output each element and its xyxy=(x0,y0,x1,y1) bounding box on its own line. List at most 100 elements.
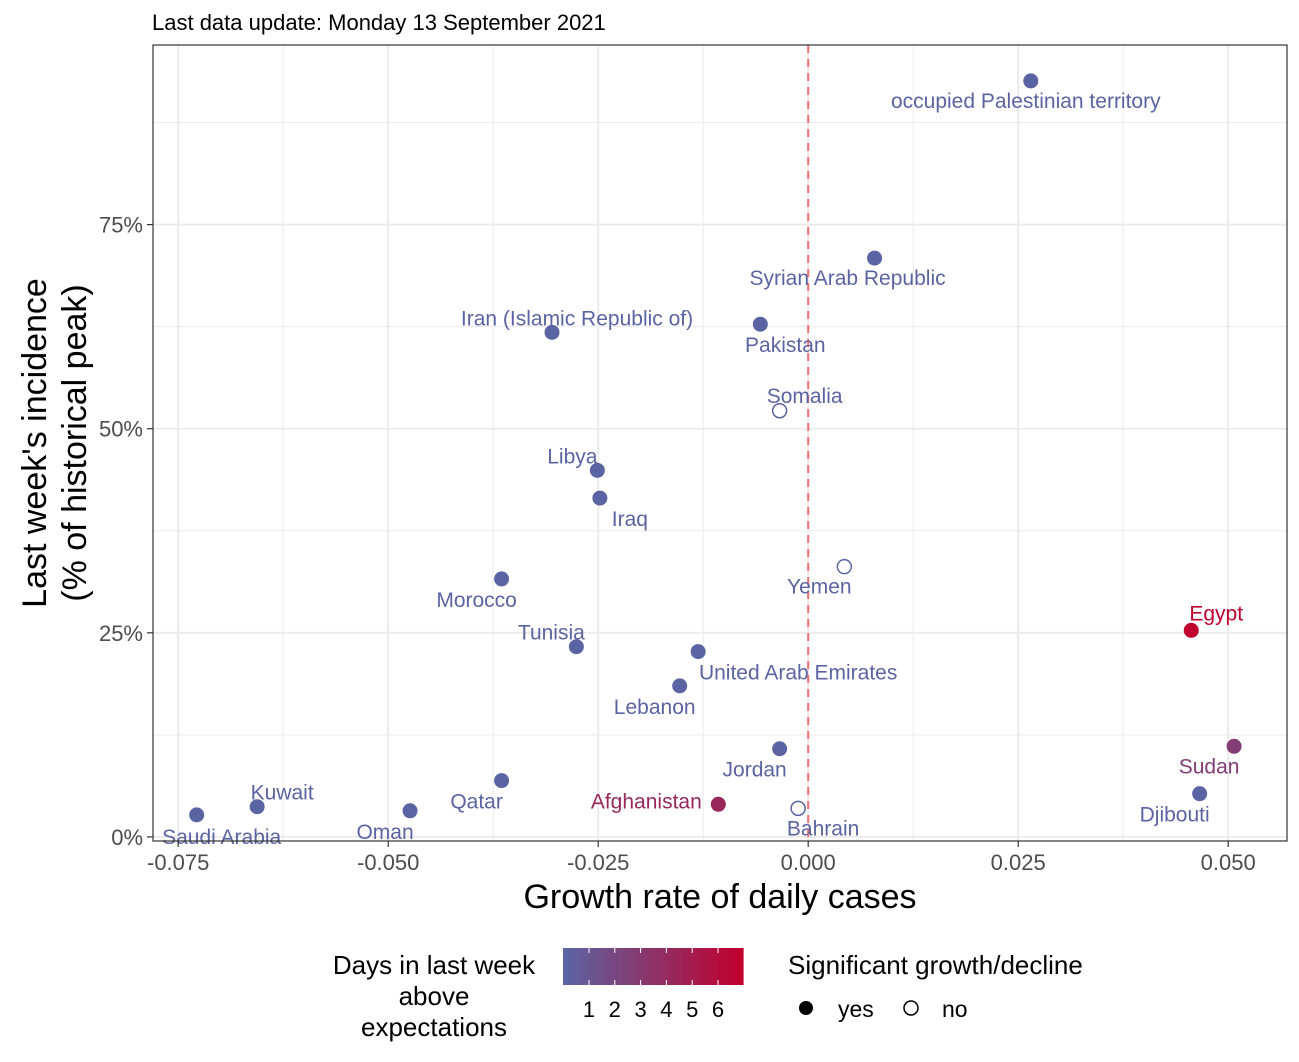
data-point xyxy=(1192,786,1208,802)
x-axis-title: Growth rate of daily cases xyxy=(523,878,916,916)
colorbar-segment xyxy=(628,948,634,985)
colorbar-segment xyxy=(613,948,619,985)
data-point xyxy=(690,644,706,660)
data-point xyxy=(1226,738,1242,754)
y-tick-label: 0% xyxy=(111,825,143,850)
colorbar-segment xyxy=(668,948,674,985)
shape-legend-title: Significant growth/decline xyxy=(788,950,1083,980)
point-label: Saudi Arabia xyxy=(162,826,281,849)
colorbar-segment xyxy=(583,948,589,985)
colorbar-segment xyxy=(603,948,609,985)
point-label: Qatar xyxy=(450,791,503,814)
colorbar-segment xyxy=(653,948,659,985)
y-axis-title-line2: (% of historical peak) xyxy=(56,284,94,601)
point-label: Sudan xyxy=(1179,755,1240,778)
colorbar-segment xyxy=(623,948,629,985)
y-tick-label: 75% xyxy=(99,213,143,238)
colorbar-segment xyxy=(658,948,664,985)
colorbar-segment xyxy=(568,948,574,985)
legend-label-no: no xyxy=(942,996,968,1022)
y-tick-label: 50% xyxy=(99,417,143,442)
point-label: Iran (Islamic Republic of) xyxy=(461,307,693,330)
legend-filled-point xyxy=(799,1001,813,1015)
legend-open-point xyxy=(903,1000,919,1016)
colorbar-label: 3 xyxy=(634,997,646,1022)
x-tick-label: 0.025 xyxy=(991,850,1046,875)
point-label: Iraq xyxy=(612,508,648,531)
point-label: Afghanistan xyxy=(591,790,702,813)
colorbar-segment xyxy=(713,948,719,985)
colorbar-label: 6 xyxy=(712,997,724,1022)
colorbar-segment xyxy=(608,948,614,985)
shape-legend: Significant growth/decline yes no xyxy=(788,950,1083,1022)
colorbar-label: 1 xyxy=(583,997,595,1022)
data-point xyxy=(672,678,688,694)
point-label: Jordan xyxy=(723,759,787,782)
point-label: Libya xyxy=(547,445,598,468)
color-legend-title-line2: above xyxy=(399,981,470,1011)
colorbar-segment xyxy=(698,948,704,985)
legend-label-yes: yes xyxy=(838,996,874,1022)
data-point xyxy=(1023,73,1039,89)
data-points xyxy=(189,73,1242,823)
point-label: Yemen xyxy=(787,576,852,599)
data-point xyxy=(772,741,788,757)
colorbar-segment xyxy=(663,948,669,985)
y-axis-title-line1: Last week's incidence xyxy=(16,278,54,608)
colorbar-segment xyxy=(733,948,739,985)
plot-border xyxy=(152,44,1288,842)
data-point xyxy=(836,558,853,575)
data-point xyxy=(494,571,510,587)
colorbar-segment xyxy=(688,948,694,985)
x-axis-ticks: -0.075 -0.050 -0.025 0.000 0.025 0.050 xyxy=(147,841,1256,875)
point-label: Egypt xyxy=(1189,602,1243,625)
colorbar-segment xyxy=(693,948,699,985)
data-point xyxy=(790,800,806,817)
data-point xyxy=(544,324,560,340)
data-point xyxy=(1183,622,1199,638)
data-point xyxy=(752,316,768,332)
colorbar-segment xyxy=(723,948,729,985)
x-tick-label: 0.000 xyxy=(781,850,836,875)
x-tick-label: -0.025 xyxy=(567,850,629,875)
color-legend-title-line1: Days in last week xyxy=(333,950,536,980)
colorbar-segment xyxy=(708,948,714,985)
colorbar-segment xyxy=(673,948,679,985)
grid-minor xyxy=(153,45,1287,841)
data-point xyxy=(867,250,883,266)
data-point xyxy=(710,796,726,812)
colorbar-segment xyxy=(563,948,569,985)
point-label: Djibouti xyxy=(1140,804,1210,827)
plot-panel xyxy=(153,45,1287,841)
y-tick-label: 25% xyxy=(99,621,143,646)
data-point xyxy=(568,639,584,655)
colorbar-segment xyxy=(588,948,594,985)
colorbar-segment xyxy=(578,948,584,985)
chart-subtitle: Last data update: Monday 13 September 20… xyxy=(152,10,606,35)
point-labels: occupied Palestinian territory Syrian Ara… xyxy=(162,90,1243,849)
x-tick-label: -0.075 xyxy=(147,850,209,875)
colorbar-segment xyxy=(573,948,579,985)
colorbar-segment xyxy=(633,948,639,985)
data-point xyxy=(771,403,788,419)
colorbar-segment xyxy=(598,948,604,985)
point-label: Tunisia xyxy=(518,622,585,645)
colorbar-segment xyxy=(648,948,654,985)
point-label: Bahrain xyxy=(787,817,859,840)
data-point xyxy=(589,462,605,478)
colorbar-segment xyxy=(683,948,689,985)
x-tick-label: -0.050 xyxy=(357,850,419,875)
colorbar-segment xyxy=(643,948,649,985)
point-label: occupied Palestinian territory xyxy=(891,90,1161,113)
point-label: Somalia xyxy=(767,385,843,408)
colorbar-segment xyxy=(618,948,624,985)
colorbar-segment xyxy=(638,948,644,985)
color-legend-title-line3: expectations xyxy=(361,1012,507,1042)
colorbar-segment xyxy=(678,948,684,985)
colorbar-label: 2 xyxy=(609,997,621,1022)
data-point xyxy=(189,807,205,823)
data-point xyxy=(592,490,608,506)
